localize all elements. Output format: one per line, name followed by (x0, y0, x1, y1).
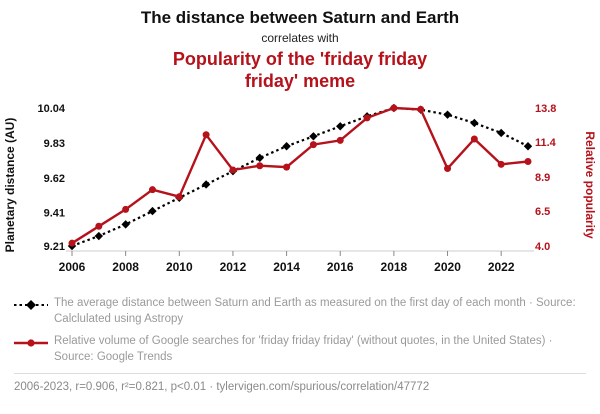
friday-data-point (309, 141, 317, 149)
chart-plot: 2006 2008 2010 2012 2014 2016 2018 2020 2022 9.21… (37, 103, 557, 274)
left-axis-title: Planetary distance (AU) (3, 117, 17, 253)
friday-data-point (229, 166, 237, 174)
x-axis-tick-label: 2008 (112, 260, 139, 274)
saturn-data-point (282, 142, 291, 151)
friday-data-point (95, 223, 103, 231)
saturn-data-point (443, 110, 452, 120)
friday-data-point (283, 164, 291, 172)
saturn-data-point (523, 142, 533, 151)
right-axis-tick-label: 8.9 (535, 172, 550, 184)
saturn-data-point (94, 232, 104, 241)
saturn-data-point (336, 122, 345, 131)
friday-data-point (444, 165, 452, 173)
saturn-data-point (470, 119, 479, 128)
friday-data-point (148, 186, 156, 194)
x-axis-tick-label: 2018 (381, 260, 408, 274)
friday-data-point (122, 206, 130, 214)
right-axis-title: Relative popularity (583, 131, 597, 239)
left-axis-tick-label: 9.62 (44, 173, 65, 185)
chart-title: The distance between Saturn and Earth (140, 8, 460, 27)
left-axis-tick-label: 10.04 (37, 103, 65, 115)
saturn-data-point (121, 220, 130, 230)
saturn-data-point (148, 207, 157, 216)
right-axis-tick-label: 4.0 (535, 241, 550, 253)
saturn-data-point (255, 154, 264, 163)
legend-row-friday: Relative volume of Google searches for '… (14, 334, 586, 365)
saturn-distance-line (71, 107, 529, 248)
friday-data-point (417, 106, 425, 114)
x-axis-tick-label: 2020 (434, 260, 461, 274)
friday-data-point (202, 131, 210, 139)
friday-popularity-line (71, 107, 529, 245)
chart-header: The distance between Saturn and Earth co… (0, 7, 600, 92)
saturn-series-legend-icon (14, 300, 48, 311)
left-axis-tick-label: 9.83 (44, 138, 65, 150)
left-axis-tick-label: 9.21 (44, 241, 65, 253)
right-axis-tick-label: 11.4 (535, 137, 557, 149)
left-axis-tick-label: 9.41 (44, 208, 65, 220)
chart-area: 2006 2008 2010 2012 2014 2016 2018 2020 2022 9.21… (0, 96, 600, 288)
friday-data-point (390, 104, 398, 112)
chart-subtitle: Popularity of the 'friday friday friday'… (172, 49, 428, 91)
x-axis-tick-label: 2022 (488, 260, 515, 274)
friday-data-point (470, 135, 478, 143)
friday-data-point (175, 193, 183, 201)
friday-data-point (363, 114, 371, 122)
x-axis-tick-label: 2014 (273, 260, 300, 274)
saturn-data-point (201, 180, 211, 190)
chart-connector-text: correlates with (261, 31, 339, 46)
right-axis-tick-label: 13.8 (535, 103, 556, 115)
footer-citation: 2006-2023, r=0.906, r²=0.821, p<0.01 · t… (14, 372, 586, 393)
chart-legend: The average distance between Saturn and … (14, 296, 586, 365)
legend-row-saturn: The average distance between Saturn and … (14, 296, 586, 327)
saturn-data-point (496, 129, 506, 138)
x-axis-tick-label: 2006 (59, 260, 86, 274)
friday-data-point (524, 158, 532, 166)
friday-data-point (497, 161, 505, 169)
right-axis-tick-label: 6.5 (535, 206, 550, 218)
legend-text-friday: Relative volume of Google searches for '… (54, 335, 553, 363)
friday-data-point (68, 240, 76, 248)
saturn-data-point (309, 132, 318, 141)
friday-series-legend-icon (14, 339, 48, 348)
x-axis-tick-label: 2016 (327, 260, 354, 274)
x-axis-tick-label: 2010 (166, 260, 193, 274)
friday-data-point (256, 162, 264, 170)
legend-text-saturn: The average distance between Saturn and … (54, 297, 576, 325)
friday-data-point (336, 137, 344, 145)
x-axis-tick-label: 2012 (220, 260, 247, 274)
